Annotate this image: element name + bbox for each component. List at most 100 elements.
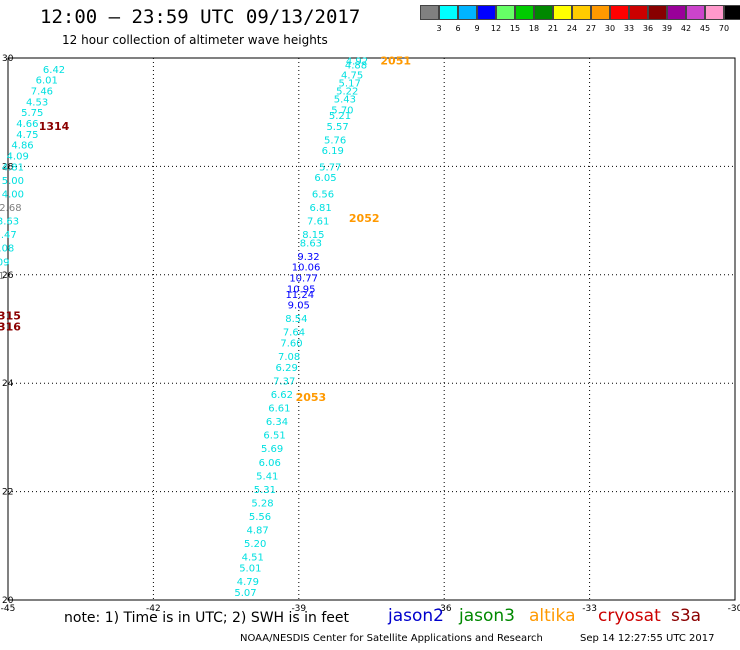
wave-height-label: 5.31 <box>254 485 276 496</box>
longitude-tick-label: -36 <box>437 604 452 614</box>
wave-height-label: 7.37 <box>273 376 295 387</box>
colorbar-swatch <box>496 5 515 20</box>
wave-height-label: 4.75 <box>341 70 363 81</box>
wave-height-label: 6.01 <box>36 76 58 87</box>
generated-timestamp: Sep 14 12:27:55 UTC 2017 <box>580 633 715 644</box>
map-title: 12:00 – 23:59 UTC 09/13/2017 <box>40 6 361 28</box>
wave-height-label: 4.66 <box>16 119 38 130</box>
wave-height-label: 7.60 <box>280 339 302 350</box>
wave-height-label: 6.61 <box>268 404 290 415</box>
wave-height-label: 8.15 <box>302 230 324 241</box>
wave-height-label: 4.00 <box>2 190 24 201</box>
wave-height-label: 10.06 <box>292 263 321 274</box>
colorbar-swatch <box>534 5 553 20</box>
colorbar-swatch <box>686 5 705 20</box>
colorbar-label: 21 <box>547 24 559 33</box>
wave-height-label: 8.63 <box>300 238 322 249</box>
longitude-tick-label: -39 <box>291 604 306 614</box>
wave-height-label: 5.56 <box>249 512 271 523</box>
wave-height-label: 6.56 <box>312 190 334 201</box>
wave-height-label: 4.88 <box>345 61 367 72</box>
wave-height-label: 5.22 <box>336 87 358 98</box>
wave-height-label: 4.09 <box>7 152 29 163</box>
colorbar-label: 12 <box>490 24 502 33</box>
colorbar-label: 36 <box>642 24 654 33</box>
wave-height-label: 6.06 <box>259 458 281 469</box>
pass-time-label: 1315 <box>0 309 21 322</box>
wave-height-label: 6.51 <box>263 431 285 442</box>
latitude-tick-label: 20 <box>2 596 14 606</box>
wave-height-label: 5.28 <box>251 498 273 509</box>
wave-height-label: 4.86 <box>11 141 33 152</box>
colorbar-label: 18 <box>528 24 540 33</box>
colorbar-swatch <box>648 5 667 20</box>
wave-height-label: 5.07 <box>234 588 256 599</box>
colorbar-label: 3 <box>436 24 442 33</box>
credit-text: NOAA/NESDIS Center for Satellite Applica… <box>240 633 543 644</box>
wave-height-label: 2.68 <box>0 203 22 214</box>
wave-height-label: 6.34 <box>266 417 288 428</box>
legend-item-s3a: s3a <box>671 606 702 626</box>
latitude-tick-label: 30 <box>2 54 14 64</box>
wave-height-label: 5.75 <box>21 108 43 119</box>
wave-height-label: 7.46 <box>31 87 53 98</box>
wave-height-label: 2.81 <box>0 271 5 282</box>
colorbar-label: 30 <box>604 24 616 33</box>
colorbar-swatch <box>439 5 458 20</box>
map-frame <box>7 57 736 601</box>
latitude-tick-label: 26 <box>2 271 14 281</box>
wave-height-label: 6.81 <box>309 203 331 214</box>
colorbar-label: 45 <box>699 24 711 33</box>
colorbar-label: 15 <box>509 24 521 33</box>
wave-height-label: 5.76 <box>324 135 346 146</box>
wave-height-label: 4.87 <box>246 526 268 537</box>
pass-time-label: 2052 <box>349 212 380 225</box>
wave-height-label: 11.24 <box>285 290 314 301</box>
wave-height-label: 8.54 <box>285 314 307 325</box>
colorbar-swatch <box>420 5 439 20</box>
legend-item-jason2: jason2 <box>388 606 444 626</box>
colorbar-label: 39 <box>661 24 673 33</box>
legend-item-jason3: jason3 <box>459 606 515 626</box>
colorbar-label: 9 <box>474 24 480 33</box>
wave-height-label: 4.75 <box>16 130 38 141</box>
colorbar-label: 70 <box>718 24 730 33</box>
wave-height-label: 6.19 <box>322 146 344 157</box>
pass-time-label: 1314 <box>39 120 70 133</box>
wave-height-label: 5.43 <box>334 95 356 106</box>
wave-height-label: 3.47 <box>0 230 17 241</box>
colorbar-swatch <box>515 5 534 20</box>
colorbar-swatch <box>610 5 629 20</box>
wave-height-label: 4.81 <box>2 162 24 173</box>
legend-item-altika: altika <box>529 606 576 626</box>
wave-height-label: 5.41 <box>256 471 278 482</box>
wave-height-label: 7.08 <box>278 352 300 363</box>
colorbar-label: 42 <box>680 24 692 33</box>
longitude-tick-label: -45 <box>1 604 16 614</box>
wave-height-label: 3.63 <box>0 217 19 228</box>
wave-height-label: 3.08 <box>0 244 14 255</box>
latitude-tick-label: 22 <box>2 488 13 498</box>
map-subtitle: 12 hour collection of altimeter wave hei… <box>62 33 328 47</box>
colorbar-swatch <box>553 5 572 20</box>
colorbar-swatch <box>591 5 610 20</box>
wave-height-label: 5.00 <box>2 176 24 187</box>
wave-height-label: 7.61 <box>307 217 329 228</box>
wave-height-label: 4.51 <box>242 553 264 564</box>
wave-height-label: 4.92 <box>346 57 368 68</box>
wave-height-label: 9.32 <box>297 252 319 263</box>
colorbar-swatch <box>477 5 496 20</box>
colorbar-swatch <box>724 5 740 20</box>
colorbar-swatch <box>458 5 477 20</box>
pass-time-label: 2051 <box>380 55 411 68</box>
colorbar-swatch <box>572 5 591 20</box>
legend-item-cryosat: cryosat <box>598 606 661 626</box>
wave-height-label: 10.95 <box>287 284 316 295</box>
wave-height-label: 5.01 <box>239 563 261 574</box>
wave-height-label: 9.05 <box>288 301 310 312</box>
colorbar-label: 33 <box>623 24 635 33</box>
units-note: note: 1) Time is in UTC; 2) SWH is in fe… <box>64 610 350 626</box>
wave-height-label: 5.57 <box>326 122 348 133</box>
